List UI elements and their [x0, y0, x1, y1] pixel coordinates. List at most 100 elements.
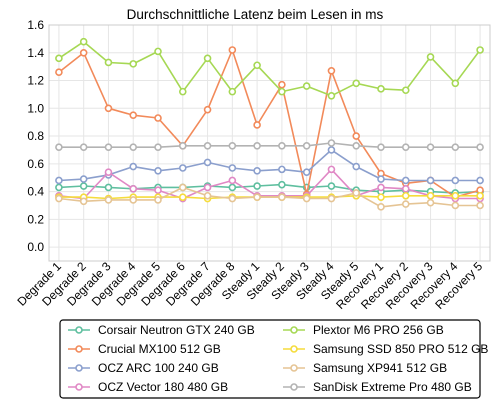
data-point	[377, 85, 385, 93]
series-lines	[55, 37, 484, 211]
data-point	[55, 68, 63, 76]
data-point	[377, 175, 385, 183]
data-point	[228, 164, 237, 172]
legend-label: SanDisk Extreme Pro 480 GB	[313, 380, 472, 394]
legend-label: Samsung SSD 850 PRO 512 GB	[313, 342, 488, 356]
series-line	[58, 49, 481, 198]
data-point	[401, 143, 410, 151]
data-point	[401, 185, 410, 193]
data-point	[377, 203, 385, 211]
grid-lines	[49, 24, 490, 261]
data-point	[203, 183, 212, 192]
data-point	[327, 194, 336, 203]
data-point	[228, 183, 237, 192]
data-point	[79, 182, 88, 190]
data-point	[352, 141, 361, 150]
y-tick-label: 1.2	[27, 74, 44, 88]
data-point	[302, 141, 311, 150]
data-point	[178, 141, 187, 150]
data-point	[154, 114, 162, 122]
data-point	[352, 79, 361, 88]
legend: Corsair Neutron GTX 240 GB Crucial MX100 …	[59, 319, 488, 399]
data-point	[55, 176, 63, 185]
legend-marker	[75, 383, 83, 391]
data-point	[104, 143, 113, 151]
y-tick-label: 0.8	[27, 129, 44, 143]
data-point	[129, 60, 138, 68]
series-line	[58, 168, 481, 200]
y-tick-label: 0.6	[27, 157, 44, 171]
data-point	[203, 191, 212, 200]
legend-marker	[290, 326, 298, 334]
data-point	[55, 194, 63, 203]
data-point	[129, 162, 138, 171]
data-point	[203, 158, 212, 167]
data-point	[228, 87, 237, 96]
y-tick-label: 1.6	[27, 18, 44, 32]
plot-frame	[48, 24, 491, 262]
data-point	[79, 143, 88, 151]
data-point	[79, 37, 88, 46]
data-point	[451, 143, 460, 151]
data-point	[253, 121, 261, 129]
legend-label: OCZ ARC 100 240 GB	[98, 361, 219, 375]
data-point	[278, 193, 286, 201]
y-tick-label: 0.4	[27, 185, 44, 199]
data-point	[129, 185, 138, 193]
data-point	[426, 176, 435, 185]
data-point	[129, 196, 138, 204]
legend-label: Samsung XP941 512 GB	[313, 361, 447, 375]
data-point	[476, 143, 484, 151]
data-point	[352, 132, 361, 140]
data-point	[302, 82, 311, 90]
data-point	[253, 166, 261, 175]
data-point	[129, 143, 138, 151]
legend-marker	[75, 364, 83, 372]
data-point	[476, 46, 484, 54]
data-point	[253, 193, 261, 201]
legend-frame	[59, 319, 481, 399]
legend-marker	[290, 345, 298, 353]
data-point	[178, 183, 187, 192]
data-point	[178, 164, 187, 172]
data-point	[154, 166, 162, 175]
data-point	[104, 104, 113, 113]
data-point	[104, 168, 113, 176]
data-point	[79, 48, 88, 57]
data-point	[451, 201, 460, 210]
data-point	[401, 86, 410, 95]
data-point	[327, 139, 336, 147]
data-point	[203, 105, 212, 114]
data-point	[302, 194, 311, 203]
data-point	[55, 143, 63, 151]
data-point	[154, 143, 162, 151]
data-point	[327, 67, 336, 75]
data-point	[476, 191, 484, 200]
y-tick-label: 1.0	[27, 101, 44, 115]
data-point	[278, 80, 286, 89]
data-point	[228, 194, 237, 203]
series-line	[58, 40, 481, 97]
data-point	[104, 183, 113, 192]
legend-label: Crucial MX100 512 GB	[98, 342, 221, 356]
y-axis-ticks: 0.0 0.2 0.4 0.6 0.8 1.0 1.2 1.4 1.6	[27, 18, 44, 254]
data-point	[203, 54, 212, 63]
data-point	[377, 193, 385, 201]
data-point	[401, 200, 410, 208]
data-point	[327, 165, 336, 174]
data-point	[79, 175, 88, 183]
data-point	[104, 58, 113, 67]
data-point	[253, 61, 261, 70]
data-point	[228, 176, 237, 185]
data-point	[327, 182, 336, 190]
data-point	[302, 168, 311, 176]
data-point	[203, 141, 212, 150]
series-line	[58, 186, 481, 208]
data-point	[426, 198, 435, 207]
data-point	[352, 162, 361, 171]
data-point	[178, 193, 187, 201]
data-point	[278, 141, 286, 150]
data-point	[278, 87, 286, 96]
